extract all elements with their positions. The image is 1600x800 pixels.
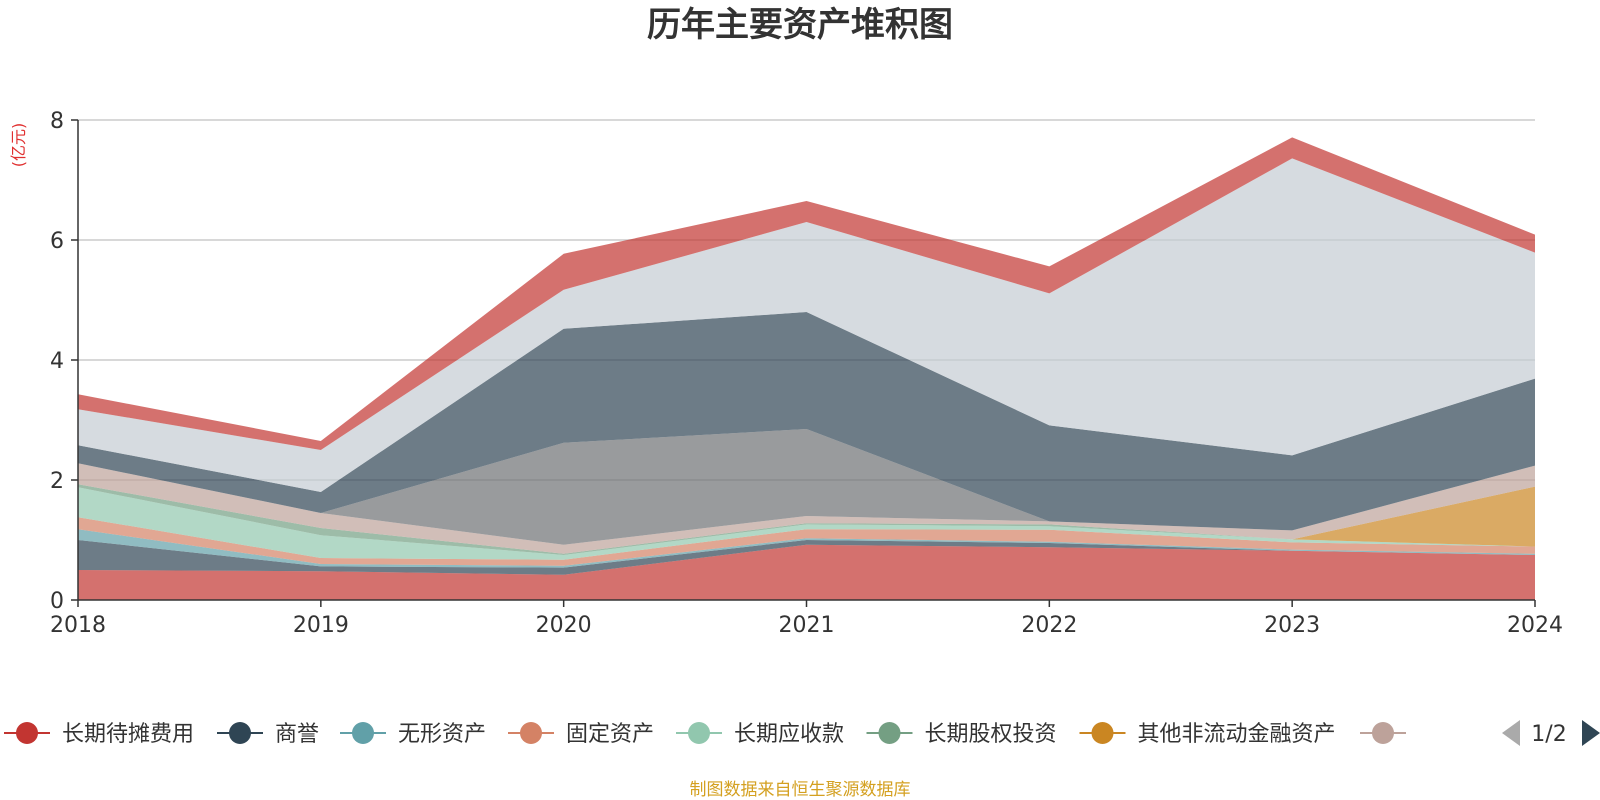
y-tick-label-6: 6 bbox=[50, 229, 64, 254]
x-tick-labels: 2018 2019 2020 2021 2022 2023 2024 bbox=[50, 613, 1563, 638]
legend-label-2: 商誉 bbox=[275, 722, 319, 747]
legend-label-7: 其他非流动金融资产 bbox=[1138, 722, 1336, 747]
series-area-11[interactable] bbox=[78, 158, 1535, 492]
series-areas bbox=[78, 137, 1535, 600]
legend-marker-8 bbox=[1372, 722, 1394, 744]
legend-marker-2 bbox=[229, 722, 251, 744]
legend-item-7[interactable]: 其他非流动金融资产 bbox=[1079, 722, 1336, 747]
legend-page-indicator: 1/2 bbox=[1531, 722, 1566, 747]
legend-pager: 1/2 bbox=[1502, 720, 1600, 747]
legend-marker-3 bbox=[352, 722, 374, 744]
legend-item-2[interactable]: 商誉 bbox=[217, 722, 319, 747]
legend-item-1[interactable]: 长期待摊费用 bbox=[4, 722, 194, 747]
x-tick-label-2023: 2023 bbox=[1264, 613, 1320, 638]
series-area-8[interactable] bbox=[78, 463, 1535, 554]
legend-label-1: 长期待摊费用 bbox=[62, 722, 194, 747]
x-tick-label-2022: 2022 bbox=[1021, 613, 1077, 638]
legend-label-3: 无形资产 bbox=[398, 722, 486, 747]
x-tick-label-2020: 2020 bbox=[536, 613, 592, 638]
series-area-4[interactable] bbox=[78, 517, 1535, 566]
x-tick-label-2021: 2021 bbox=[779, 613, 835, 638]
y-tick-label-8: 8 bbox=[50, 109, 64, 134]
y-tick-label-0: 0 bbox=[50, 589, 64, 614]
legend-item-5[interactable]: 长期应收款 bbox=[676, 722, 844, 747]
series-area-1[interactable] bbox=[78, 544, 1535, 600]
series-area-9[interactable] bbox=[78, 429, 1535, 545]
legend-next-arrow-icon[interactable] bbox=[1582, 720, 1600, 746]
series-area-3[interactable] bbox=[78, 529, 1535, 568]
y-tick-label-2: 2 bbox=[50, 469, 64, 494]
legend-marker-4 bbox=[520, 722, 542, 744]
legend-label-5: 长期应收款 bbox=[734, 722, 844, 747]
legend-label-4: 固定资产 bbox=[566, 722, 654, 747]
series-area-2[interactable] bbox=[78, 540, 1535, 575]
chart-title: 历年主要资产堆积图 bbox=[647, 5, 953, 45]
axes bbox=[71, 119, 1536, 607]
x-tick-label-2024: 2024 bbox=[1507, 613, 1563, 638]
legend[interactable]: 长期待摊费用 商誉 无形资产 固定资产 长期应收款 长期股权投资 其他非流动金融资产 bbox=[4, 722, 1406, 747]
legend-marker-5 bbox=[688, 722, 710, 744]
legend-prev-arrow-icon[interactable] bbox=[1502, 720, 1520, 746]
legend-label-6: 长期股权投资 bbox=[925, 722, 1057, 747]
y-tick-labels: 0 2 4 6 8 bbox=[50, 109, 64, 614]
legend-marker-1 bbox=[16, 722, 38, 744]
legend-marker-7 bbox=[1091, 722, 1114, 744]
legend-item-3[interactable]: 无形资产 bbox=[340, 722, 486, 747]
legend-item-6[interactable]: 长期股权投资 bbox=[866, 722, 1057, 747]
source-note: 制图数据来自恒生聚源数据库 bbox=[690, 780, 911, 800]
y-axis-unit-label: (亿元) bbox=[9, 123, 28, 168]
x-tick-label-2018: 2018 bbox=[50, 613, 106, 638]
legend-item-4[interactable]: 固定资产 bbox=[508, 722, 654, 747]
y-tick-label-4: 4 bbox=[50, 349, 64, 374]
legend-marker-6 bbox=[878, 722, 901, 744]
legend-item-8[interactable] bbox=[1360, 722, 1406, 744]
series-area-12[interactable] bbox=[78, 137, 1535, 450]
x-tick-label-2019: 2019 bbox=[293, 613, 349, 638]
series-area-10[interactable] bbox=[78, 312, 1535, 531]
